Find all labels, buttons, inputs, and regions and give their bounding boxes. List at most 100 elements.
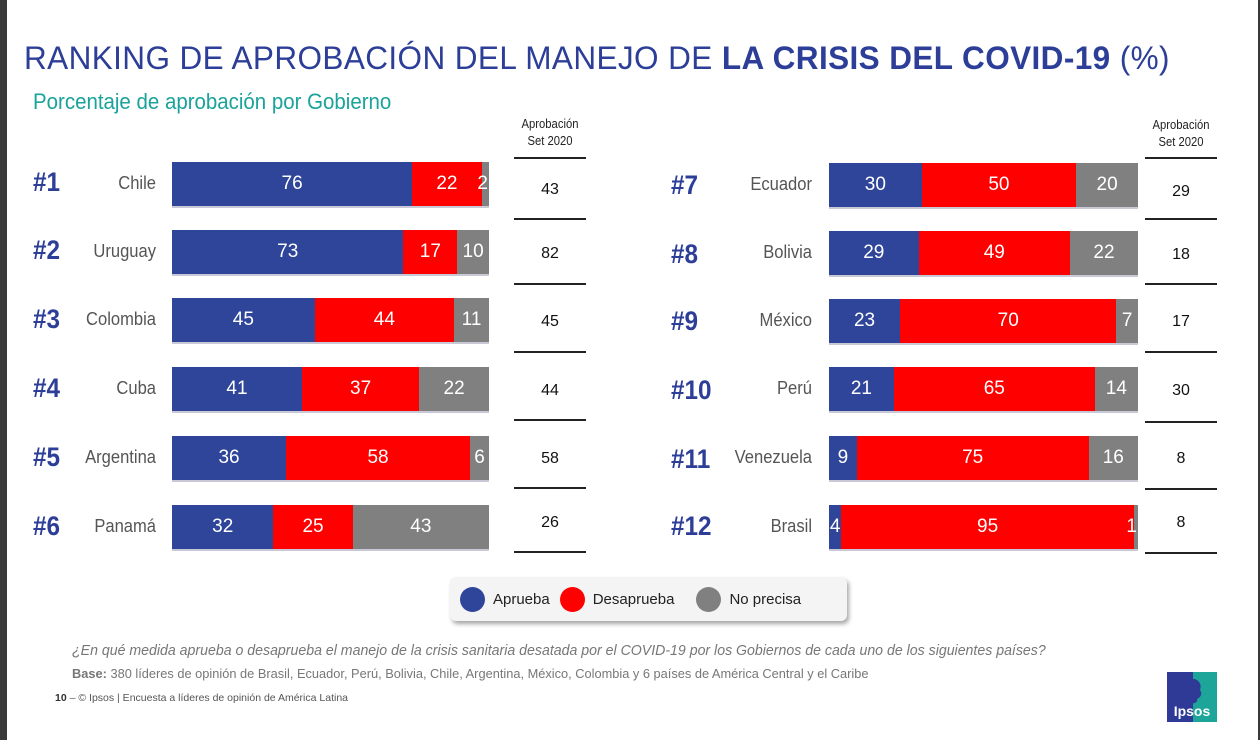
set-2020-divider: [1145, 421, 1217, 423]
rank-label: #12: [671, 511, 712, 541]
bar-segment-aprueba: 29: [829, 231, 919, 275]
data-label: 49: [983, 242, 1005, 263]
bar-segment-noprecisa: 11: [454, 298, 489, 342]
bar-segment-aprueba: 21: [829, 367, 894, 411]
data-label: 76: [281, 173, 303, 194]
set-2020-value: 58: [541, 450, 559, 467]
set-2020-value: 26: [541, 514, 559, 531]
legend-label-no-precisa: No precisa: [729, 590, 802, 608]
set-2020-header-line1: Aprobación: [1152, 118, 1210, 132]
rank-label: #3: [33, 304, 61, 334]
bar-segment-noprecisa: 22: [1070, 231, 1138, 275]
stacked-bar: 73 17 10: [172, 230, 489, 276]
data-label: 4: [829, 516, 841, 537]
data-label: 17: [419, 241, 441, 262]
stacked-bar: 41 37 22: [172, 367, 489, 413]
bar-segment-desaprueba: 22: [412, 162, 482, 206]
country-label: Ecuador: [750, 174, 812, 194]
set-2020-divider: [514, 487, 586, 489]
stacked-bar: 30 50 20: [829, 163, 1138, 209]
rank-label: #1: [33, 167, 61, 197]
bar-segment-aprueba: 23: [829, 299, 901, 343]
data-label: 9: [837, 447, 849, 468]
data-label: 73: [277, 241, 299, 262]
bar-segment-noprecisa: 2: [477, 162, 489, 206]
stacked-bar: 29 49 22: [829, 231, 1138, 277]
set-2020-divider: [514, 218, 586, 220]
data-label: 50: [988, 174, 1010, 195]
set-2020-header-line1: Aprobación: [521, 117, 579, 131]
set-2020-divider: [514, 283, 586, 285]
set-2020-value: 29: [1172, 183, 1190, 200]
bar-segment-noprecisa: 22: [419, 367, 489, 411]
bar-segment-noprecisa: 1: [1126, 505, 1138, 549]
bar-segment-aprueba: 30: [829, 163, 922, 207]
data-label: 43: [410, 516, 432, 537]
ipsos-logo-text: Ipsos: [1174, 703, 1211, 719]
stacked-bar: 4 95 1: [829, 505, 1138, 551]
set-2020-divider: [514, 351, 586, 353]
bar-segment-desaprueba: 50: [921, 163, 1077, 207]
window-edge-left: [0, 0, 7, 740]
set-2020-header-left: Aprobación Set 2020: [510, 116, 591, 150]
rank-label: #6: [33, 511, 61, 541]
set-2020-divider: [1145, 351, 1217, 353]
bar-segment-desaprueba: 70: [900, 299, 1117, 343]
rank-label: #11: [671, 444, 711, 474]
data-label: 22: [436, 173, 458, 194]
bar-segment-aprueba: 76: [172, 162, 413, 206]
set-2020-value: 82: [541, 245, 559, 262]
country-label: Uruguay: [93, 241, 156, 261]
bar-segment-aprueba: 32: [172, 505, 274, 549]
slide-footer: 10 – © Ipsos | Encuesta a líderes de opi…: [55, 692, 348, 704]
bar-segment-desaprueba: 58: [286, 436, 470, 480]
ipsos-logo: Ipsos: [1167, 672, 1217, 722]
legend-swatch-no-precisa: [696, 586, 722, 612]
survey-question: ¿En qué medida aprueba o desaprueba el m…: [72, 643, 1046, 659]
bar-segment-desaprueba: 44: [314, 298, 455, 342]
bar-segment-desaprueba: 25: [273, 505, 353, 549]
bar-segment-aprueba: 36: [172, 436, 287, 480]
bar-segment-desaprueba: 49: [918, 231, 1071, 275]
data-label: 95: [977, 516, 999, 537]
bar-segment-aprueba: 73: [172, 230, 404, 274]
data-label: 1: [1126, 516, 1137, 537]
base-text: 380 líderes de opinión de Brasil, Ecuado…: [106, 666, 869, 681]
data-label: 36: [218, 447, 240, 468]
bar-segment-desaprueba: 75: [856, 436, 1089, 480]
stacked-bar: 36 58 6: [172, 436, 489, 482]
data-label: 14: [1105, 378, 1127, 399]
set-2020-divider: [1145, 218, 1217, 220]
set-2020-header-line2: Set 2020: [1158, 135, 1204, 149]
base-label: Base:: [72, 666, 107, 681]
set-2020-header-right: Aprobación Set 2020: [1141, 117, 1222, 151]
stacked-bar: 23 70 7: [829, 299, 1138, 345]
country-label: México: [759, 310, 812, 330]
data-label: 45: [232, 309, 254, 330]
data-label: 29: [863, 242, 885, 263]
data-label: 21: [850, 378, 872, 399]
set-2020-value: 18: [1172, 246, 1190, 263]
data-label: 23: [853, 310, 876, 331]
stacked-bar: 9 75 16: [829, 436, 1138, 482]
data-label: 41: [226, 378, 248, 399]
bar-segment-aprueba: 9: [829, 436, 857, 480]
set-2020-value: 8: [1176, 450, 1186, 467]
base-note: Base: 380 líderes de opinión de Brasil, …: [72, 666, 868, 681]
bar-segment-noprecisa: 20: [1076, 163, 1138, 207]
bar-segment-desaprueba: 17: [403, 230, 458, 274]
set-2020-value: 17: [1172, 313, 1190, 330]
set-2020-divider: [1145, 552, 1217, 554]
bar-segment-aprueba: 41: [172, 367, 302, 411]
set-2020-divider: [514, 551, 586, 553]
data-label: 30: [864, 174, 886, 195]
legend-item-no-precisa: No precisa: [696, 586, 802, 612]
data-label: 7: [1121, 310, 1133, 331]
rank-label: #10: [671, 375, 712, 405]
data-label: 75: [962, 447, 984, 468]
legend-swatch-aprueba: [460, 586, 485, 612]
bar-segment-noprecisa: 14: [1094, 367, 1138, 411]
legend-item-desaprueba: Desaprueba: [559, 586, 674, 612]
set-2020-divider: [1145, 283, 1217, 285]
set-2020-header-line2: Set 2020: [527, 134, 573, 148]
